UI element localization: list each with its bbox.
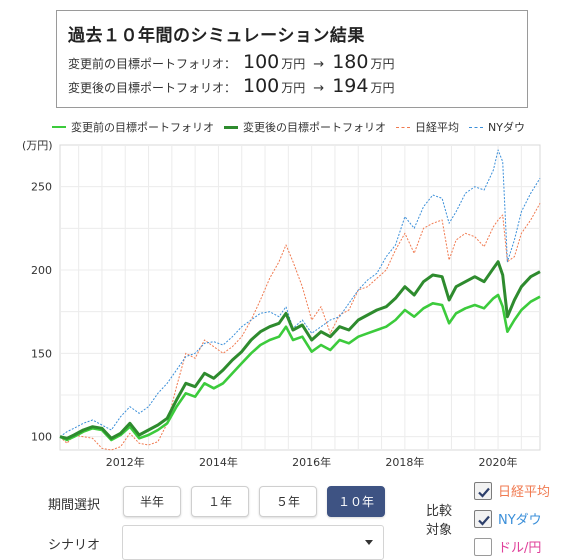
y-tick-label: 200 — [31, 264, 52, 277]
ny-dow-checkbox[interactable] — [474, 509, 492, 528]
chart-series-group — [59, 149, 541, 451]
nikkei-checkbox[interactable] — [474, 481, 492, 500]
summary-title: 過去１０年間のシミュレーション結果 — [68, 26, 365, 46]
x-tick-label: 2018年 — [385, 455, 424, 469]
scenario-select[interactable] — [122, 525, 384, 560]
simulation-summary-box: 過去１０年間のシミュレーション結果 変更前の目標ポートフォリオ： 100 万円 … — [56, 10, 528, 108]
legend-swatch-ny — [469, 126, 483, 128]
legend-label-after: 変更後の目標ポートフォリオ — [243, 121, 386, 134]
period-button-1-year[interactable]: １年 — [191, 486, 249, 517]
legend-swatch-nikkei — [396, 126, 410, 128]
legend-label-before: 変更前の目標ポートフォリオ — [71, 121, 214, 134]
before-from-value: 100 — [243, 51, 280, 73]
legend-label-nikkei: 日経平均 — [415, 121, 459, 134]
summary-row-after: 変更後の目標ポートフォリオ： 100 万円 → 194 万円 — [68, 75, 394, 99]
y-tick-label: 250 — [31, 181, 52, 194]
legend-item-before: 変更前の目標ポートフォリオ — [52, 119, 214, 135]
checkmark-icon — [478, 487, 490, 498]
x-tick-label: 2020年 — [479, 455, 518, 469]
before-to-value: 180 — [332, 51, 369, 73]
plot-area — [59, 144, 541, 451]
after-from-value: 100 — [243, 75, 280, 97]
x-tick-label: 2014年 — [199, 455, 238, 469]
period-button-5-year[interactable]: ５年 — [259, 486, 317, 517]
x-tick-label: 2016年 — [292, 455, 331, 469]
series-line-after-portfolio — [59, 260, 541, 440]
chart-grid — [59, 144, 541, 451]
period-button-half-year[interactable]: 半年 — [123, 486, 181, 517]
usd-jpy-checkbox[interactable] — [474, 537, 492, 556]
chevron-down-icon — [365, 540, 373, 545]
compare-label-line-1: 比較 — [425, 504, 452, 519]
compare-option-usd-jpy[interactable]: ドル/円 — [474, 537, 541, 556]
y-tick-label: 150 — [31, 347, 52, 360]
compare-label-line-2: 対象 — [425, 523, 452, 538]
series-line-nikkei — [59, 203, 541, 451]
y-tick-label: 100 — [31, 431, 52, 444]
legend-item-ny: NYダウ — [469, 119, 525, 135]
x-tick-label: 2012年 — [106, 455, 145, 469]
after-to-unit: 万円 — [370, 81, 395, 95]
before-to-unit: 万円 — [370, 57, 395, 71]
summary-row-before: 変更前の目標ポートフォリオ： 100 万円 → 180 万円 — [68, 51, 394, 75]
after-to-value: 194 — [332, 75, 369, 97]
checkmark-icon — [478, 515, 490, 526]
ny-dow-checkbox-label: NYダウ — [498, 513, 542, 528]
period-select-label: 期間選択 — [48, 498, 101, 513]
before-label: 変更前の目標ポートフォリオ： — [68, 57, 237, 71]
chart-ticks: 100 150 200 250 2012年 2014年 2016年 2018年 2020年 — [31, 181, 518, 469]
nikkei-checkbox-label: 日経平均 — [498, 485, 551, 500]
scenario-label: シナリオ — [48, 538, 101, 553]
usd-jpy-checkbox-label: ドル/円 — [498, 541, 542, 556]
after-arrow-icon: → — [313, 81, 325, 96]
legend-item-nikkei: 日経平均 — [396, 119, 459, 135]
after-label: 変更後の目標ポートフォリオ： — [68, 81, 237, 95]
legend-label-ny: NYダウ — [488, 121, 525, 134]
y-axis-unit-label: (万円) — [22, 139, 53, 152]
compare-target-label: 比較 対象 — [424, 502, 454, 540]
chart-legend: 変更前の目標ポートフォリオ 変更後の目標ポートフォリオ 日経平均 NYダウ — [52, 119, 535, 135]
before-arrow-icon: → — [313, 57, 325, 72]
legend-item-after: 変更後の目標ポートフォリオ — [224, 119, 386, 135]
period-button-10-year[interactable]: １０年 — [327, 486, 385, 517]
legend-swatch-after — [224, 125, 238, 129]
before-from-unit: 万円 — [281, 57, 306, 71]
series-line-before-portfolio — [59, 293, 541, 442]
compare-option-ny-dow[interactable]: NYダウ — [474, 509, 542, 528]
after-from-unit: 万円 — [281, 81, 306, 95]
series-line-ny-dow — [59, 149, 541, 438]
compare-option-nikkei[interactable]: 日経平均 — [474, 481, 550, 500]
performance-line-chart: (万円) 100 150 200 250 2012年 2014年 2016年 2018年 202… — [22, 139, 541, 469]
legend-swatch-before — [52, 126, 66, 128]
